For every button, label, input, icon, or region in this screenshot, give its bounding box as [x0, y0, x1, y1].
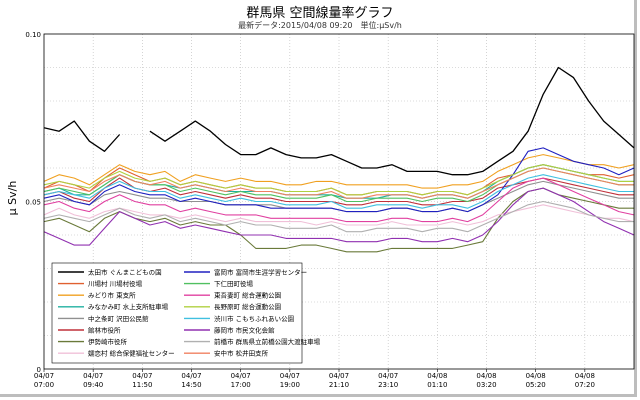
legend-label: 嬬恋村 総合保健福祉センター [88, 349, 175, 358]
x-tick-label-time: 14:50 [181, 381, 201, 389]
series-line-7 [43, 204, 635, 226]
legend-label: 長野原町 総合運動公園 [214, 302, 281, 311]
legend-label: 川場村 川場村役場 [88, 279, 143, 288]
series-line-10 [43, 177, 635, 223]
legend-label: 太田市 ぐんまこどもの国 [88, 267, 162, 276]
x-tick-label-time: 01:10 [427, 381, 447, 389]
chart-subtitle: 最新データ:2015/04/08 09:20 単位:μSv/h [238, 21, 402, 30]
legend-label: 安中市 松井田支所 [214, 349, 269, 358]
x-tick-label-date: 04/07 [329, 372, 349, 380]
legend-label: みなかみ町 水上支所駐車場 [88, 302, 169, 311]
series-line-12 [43, 174, 634, 209]
x-tick-label-date: 04/08 [427, 372, 447, 380]
legend-label: 渋川市 こもちふれあい公園 [214, 314, 294, 323]
x-tick-label-time: 17:00 [231, 381, 251, 389]
x-tick-label-time: 23:10 [378, 381, 398, 389]
x-tick-label-time: 11:50 [132, 381, 152, 389]
series-line-14 [43, 200, 634, 233]
legend-label: 下仁田町役場 [214, 279, 254, 288]
legend-label: 伊勢崎市役所 [88, 337, 128, 346]
x-tick-label-time: 21:10 [329, 381, 349, 389]
x-tick-label-date: 04/08 [476, 372, 496, 380]
x-tick-label-date: 04/07 [378, 372, 398, 380]
series-line-15 [43, 167, 634, 199]
x-tick-label-time: 19:00 [280, 381, 300, 389]
series-line-2 [43, 154, 635, 189]
x-tick-label-date: 04/07 [231, 372, 251, 380]
x-tick-label-date: 04/08 [575, 372, 595, 380]
y-tick-label: 0.05 [25, 199, 41, 207]
chart-title: 群馬県 空間線量率グラフ [246, 6, 394, 21]
y-tick-label: 0 [37, 366, 41, 374]
legend-label: 藤岡市 市民文化会館 [214, 325, 275, 334]
x-tick-label-date: 04/07 [132, 372, 152, 380]
y-axis-label: μ Sv/h [6, 181, 19, 216]
legend-label: 館林市役所 [88, 325, 121, 334]
x-tick-label-date: 04/08 [526, 372, 546, 380]
x-tick-label-date: 04/07 [280, 372, 300, 380]
x-tick-label-time: 07:00 [34, 381, 54, 389]
series-line-11 [43, 164, 634, 196]
x-tick-label-time: 07:20 [575, 381, 595, 389]
legend-label: 前橋市 群馬県立前橋公園大渡駐車場 [214, 337, 321, 346]
series-line-13 [43, 187, 635, 246]
y-axis: 0.10 0.05 0 [25, 31, 41, 374]
legend-label: みどり市 東支所 [88, 291, 136, 300]
legend-label: 中之条町 沢田公民館 [88, 314, 149, 323]
series-line-8 [43, 147, 635, 213]
series-lines [43, 66, 635, 253]
x-tick-label-date: 04/07 [181, 372, 201, 380]
x-tick-label-date: 04/07 [83, 372, 103, 380]
y-tick-label: 0.10 [25, 31, 41, 39]
legend-label: 東吾妻町 総合運動公園 [214, 291, 281, 300]
x-tick-label-date: 04/07 [34, 372, 54, 380]
x-tick-label-time: 09:40 [83, 381, 103, 389]
legend-label: 富岡市 富岡市生涯学習センター [214, 267, 307, 276]
x-axis: 04/0707:0004/0709:4004/0711:5004/0714:50… [34, 369, 595, 389]
x-tick-label-time: 03:20 [476, 381, 496, 389]
series-line-0 [43, 66, 635, 176]
x-tick-label-time: 05:20 [526, 381, 546, 389]
legend-box [51, 262, 303, 364]
